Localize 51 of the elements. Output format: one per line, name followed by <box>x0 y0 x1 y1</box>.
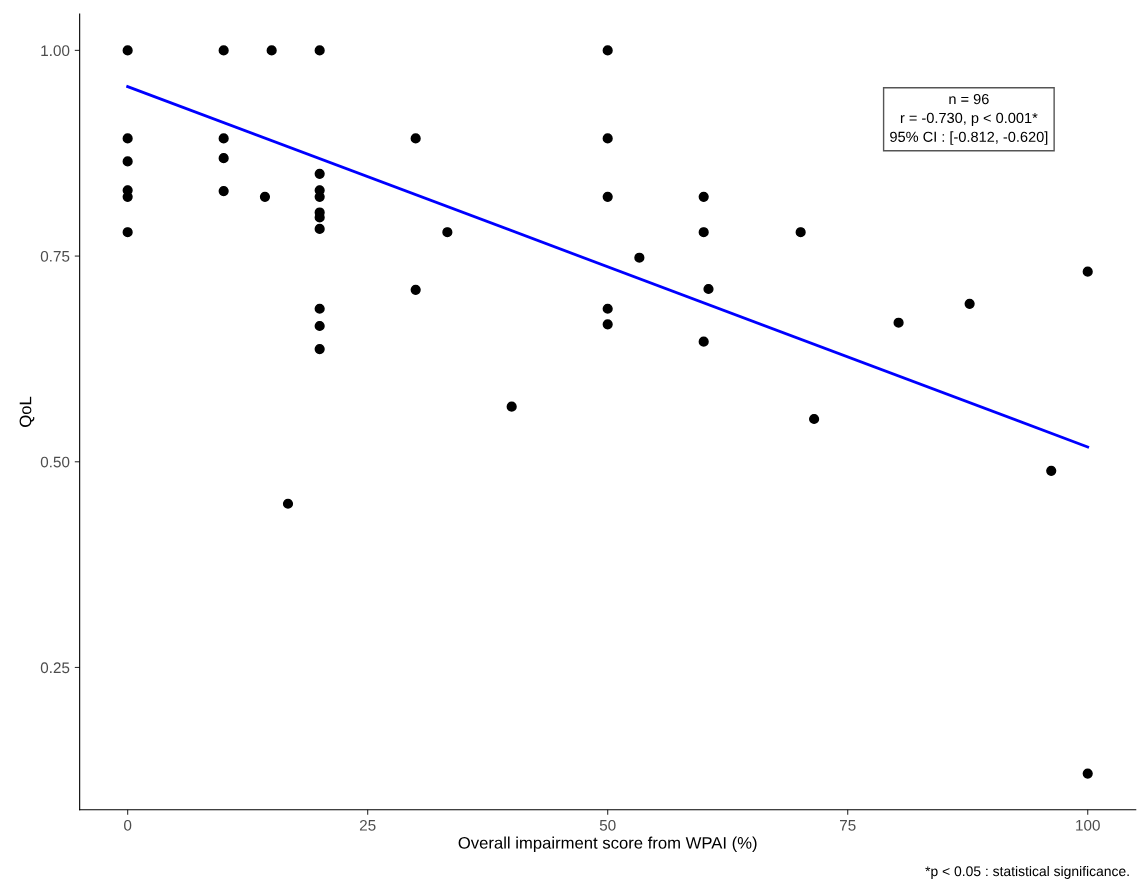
point <box>442 227 453 238</box>
point <box>259 191 271 202</box>
annotation: n = 96 r = -0.730, p < 0.001* 95% CI : [-0.812, -0.620] <box>890 93 1048 145</box>
point <box>602 303 613 314</box>
point <box>314 343 325 355</box>
y-tick-label: 0.25 <box>40 662 70 674</box>
point <box>314 320 325 332</box>
y-tick-label: 0.50 <box>40 456 70 468</box>
point <box>698 227 709 238</box>
point <box>795 227 806 238</box>
point <box>122 156 133 167</box>
point <box>964 298 975 309</box>
point <box>218 45 229 56</box>
point <box>314 303 325 314</box>
point <box>218 133 229 144</box>
x-tick-label: 75 <box>839 820 856 831</box>
point <box>314 223 325 235</box>
point <box>314 168 325 179</box>
point <box>314 45 325 56</box>
x-tick-label: 100 <box>1076 819 1100 831</box>
x-tick-label: 50 <box>599 819 616 831</box>
point <box>602 133 613 144</box>
point <box>122 227 133 238</box>
point <box>1082 768 1093 779</box>
point <box>698 336 709 347</box>
point <box>602 191 613 202</box>
point <box>122 133 133 144</box>
point <box>410 133 421 144</box>
y-tick-label: 1.00 <box>41 45 70 57</box>
point <box>282 498 294 509</box>
point <box>410 284 421 295</box>
point <box>122 45 133 56</box>
point <box>218 185 229 197</box>
point <box>602 45 613 56</box>
point <box>893 317 904 328</box>
point <box>1082 266 1093 277</box>
x-tick-label: 25 <box>359 819 376 831</box>
point <box>602 319 613 330</box>
point <box>703 283 714 295</box>
y-tick-label: 0.75 <box>40 250 70 262</box>
point <box>218 153 229 164</box>
y-axis-title: QoL <box>19 396 35 427</box>
x-tick-label: 0 <box>124 819 132 831</box>
point <box>506 401 517 412</box>
point <box>698 191 709 202</box>
point <box>634 252 645 263</box>
text: *p < 0.05 : statistical significance. <box>925 865 1129 879</box>
point <box>809 413 820 425</box>
point <box>266 45 277 56</box>
point <box>1046 465 1057 476</box>
x-axis-title: Overall impairment score from WPAI (%) <box>458 836 757 853</box>
